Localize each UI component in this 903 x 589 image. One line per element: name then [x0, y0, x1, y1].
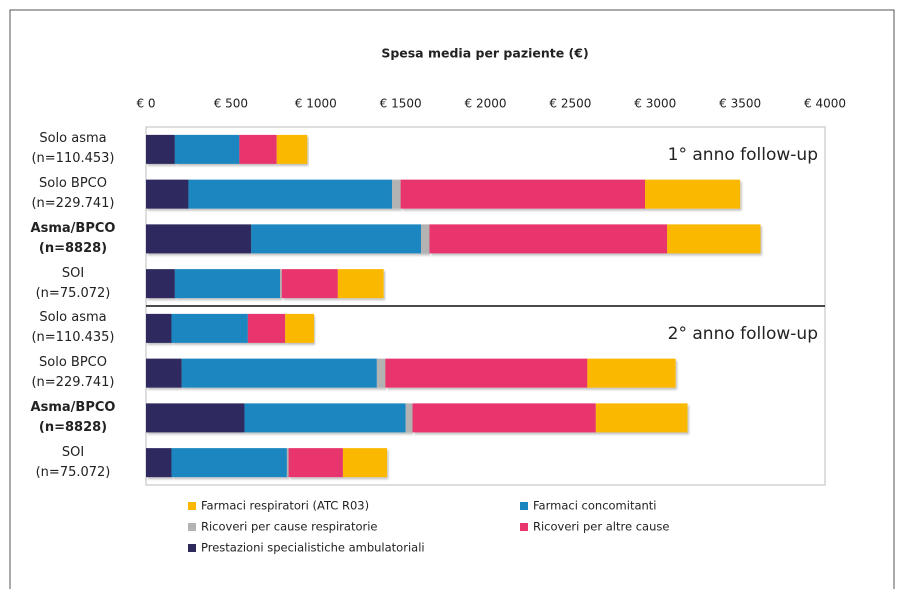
bar-segment [385, 358, 588, 388]
legend-swatch [520, 523, 528, 531]
bar-segment [188, 179, 393, 209]
bar-segment [146, 448, 172, 478]
legend-swatch [520, 502, 528, 510]
legend-label: Ricoveri per cause respiratorie [201, 520, 378, 534]
legend-label: Farmaci respiratori (ATC R03) [201, 499, 369, 513]
y-tick-label: Solo asma (n=110.453) [31, 131, 115, 167]
x-tick-label: € 3000 [634, 97, 676, 111]
bar-segment [376, 358, 386, 388]
bar-segment [146, 403, 245, 433]
y-tick-label: Solo BPCO (n=229.741) [31, 176, 115, 212]
bar-segment [587, 358, 676, 388]
bar-segment [276, 134, 308, 164]
bar-segment [595, 403, 688, 433]
bar-segment [281, 269, 338, 299]
bar-segment [392, 179, 401, 209]
y-tick-label: Asma/BPCO (n=8828) [30, 399, 116, 435]
bar-segment [645, 179, 741, 209]
bar-segment [174, 269, 281, 299]
y-tick-label: Solo BPCO (n=229.741) [31, 355, 115, 391]
x-tick-label: € 500 [214, 97, 248, 111]
bar-segment [412, 403, 596, 433]
bar-segment [146, 313, 172, 343]
x-tick-label: € 1500 [380, 97, 422, 111]
legend-swatch [188, 523, 196, 531]
legend-label: Prestazioni specialistiche ambulatoriali [201, 541, 425, 555]
bar-segment [280, 269, 282, 299]
bar-segment [239, 134, 277, 164]
bar-segment [400, 179, 646, 209]
bar-segment [285, 313, 315, 343]
legend-label: Farmaci concomitanti [533, 499, 657, 513]
bar-segment [146, 358, 182, 388]
y-tick-label: SOI (n=75.072) [35, 265, 111, 301]
bar-segment [171, 448, 287, 478]
bar-segment [181, 358, 377, 388]
bar-segment [247, 313, 286, 343]
bar-segment [146, 224, 252, 254]
x-tick-label: € 2000 [465, 97, 507, 111]
x-tick-label: € 3500 [719, 97, 761, 111]
bar-segment [288, 448, 343, 478]
chart-title: Spesa media per paziente (€) [381, 46, 588, 61]
x-tick-label: € 1000 [295, 97, 337, 111]
x-tick-label: € 2500 [549, 97, 591, 111]
bar-segment [146, 134, 175, 164]
bar-segment [171, 313, 248, 343]
bar-segment [337, 269, 384, 299]
bar-segment [342, 448, 388, 478]
bar-segment [286, 448, 289, 478]
y-tick-label: Asma/BPCO (n=8828) [30, 220, 116, 256]
bar-segment [174, 134, 240, 164]
bar-segment [244, 403, 406, 433]
legend-swatch [188, 502, 196, 510]
bar-segment [420, 224, 430, 254]
y-tick-label: Solo asma (n=110.435) [31, 310, 115, 346]
x-tick-label: € 4000 [804, 97, 846, 111]
legend-swatch [188, 544, 196, 552]
frame [9, 9, 895, 589]
bar-segment [146, 269, 175, 299]
bar-segment [251, 224, 421, 254]
bar-segment [667, 224, 761, 254]
bar-segment [405, 403, 413, 433]
annotation: 2° anno follow-up [668, 324, 818, 344]
bar-segment [146, 179, 189, 209]
x-tick-label: € 0 [136, 97, 155, 111]
legend-label: Ricoveri per altre cause [533, 520, 669, 534]
annotation: 1° anno follow-up [668, 145, 818, 165]
y-tick-label: SOI (n=75.072) [35, 444, 111, 480]
bar-segment [429, 224, 668, 254]
